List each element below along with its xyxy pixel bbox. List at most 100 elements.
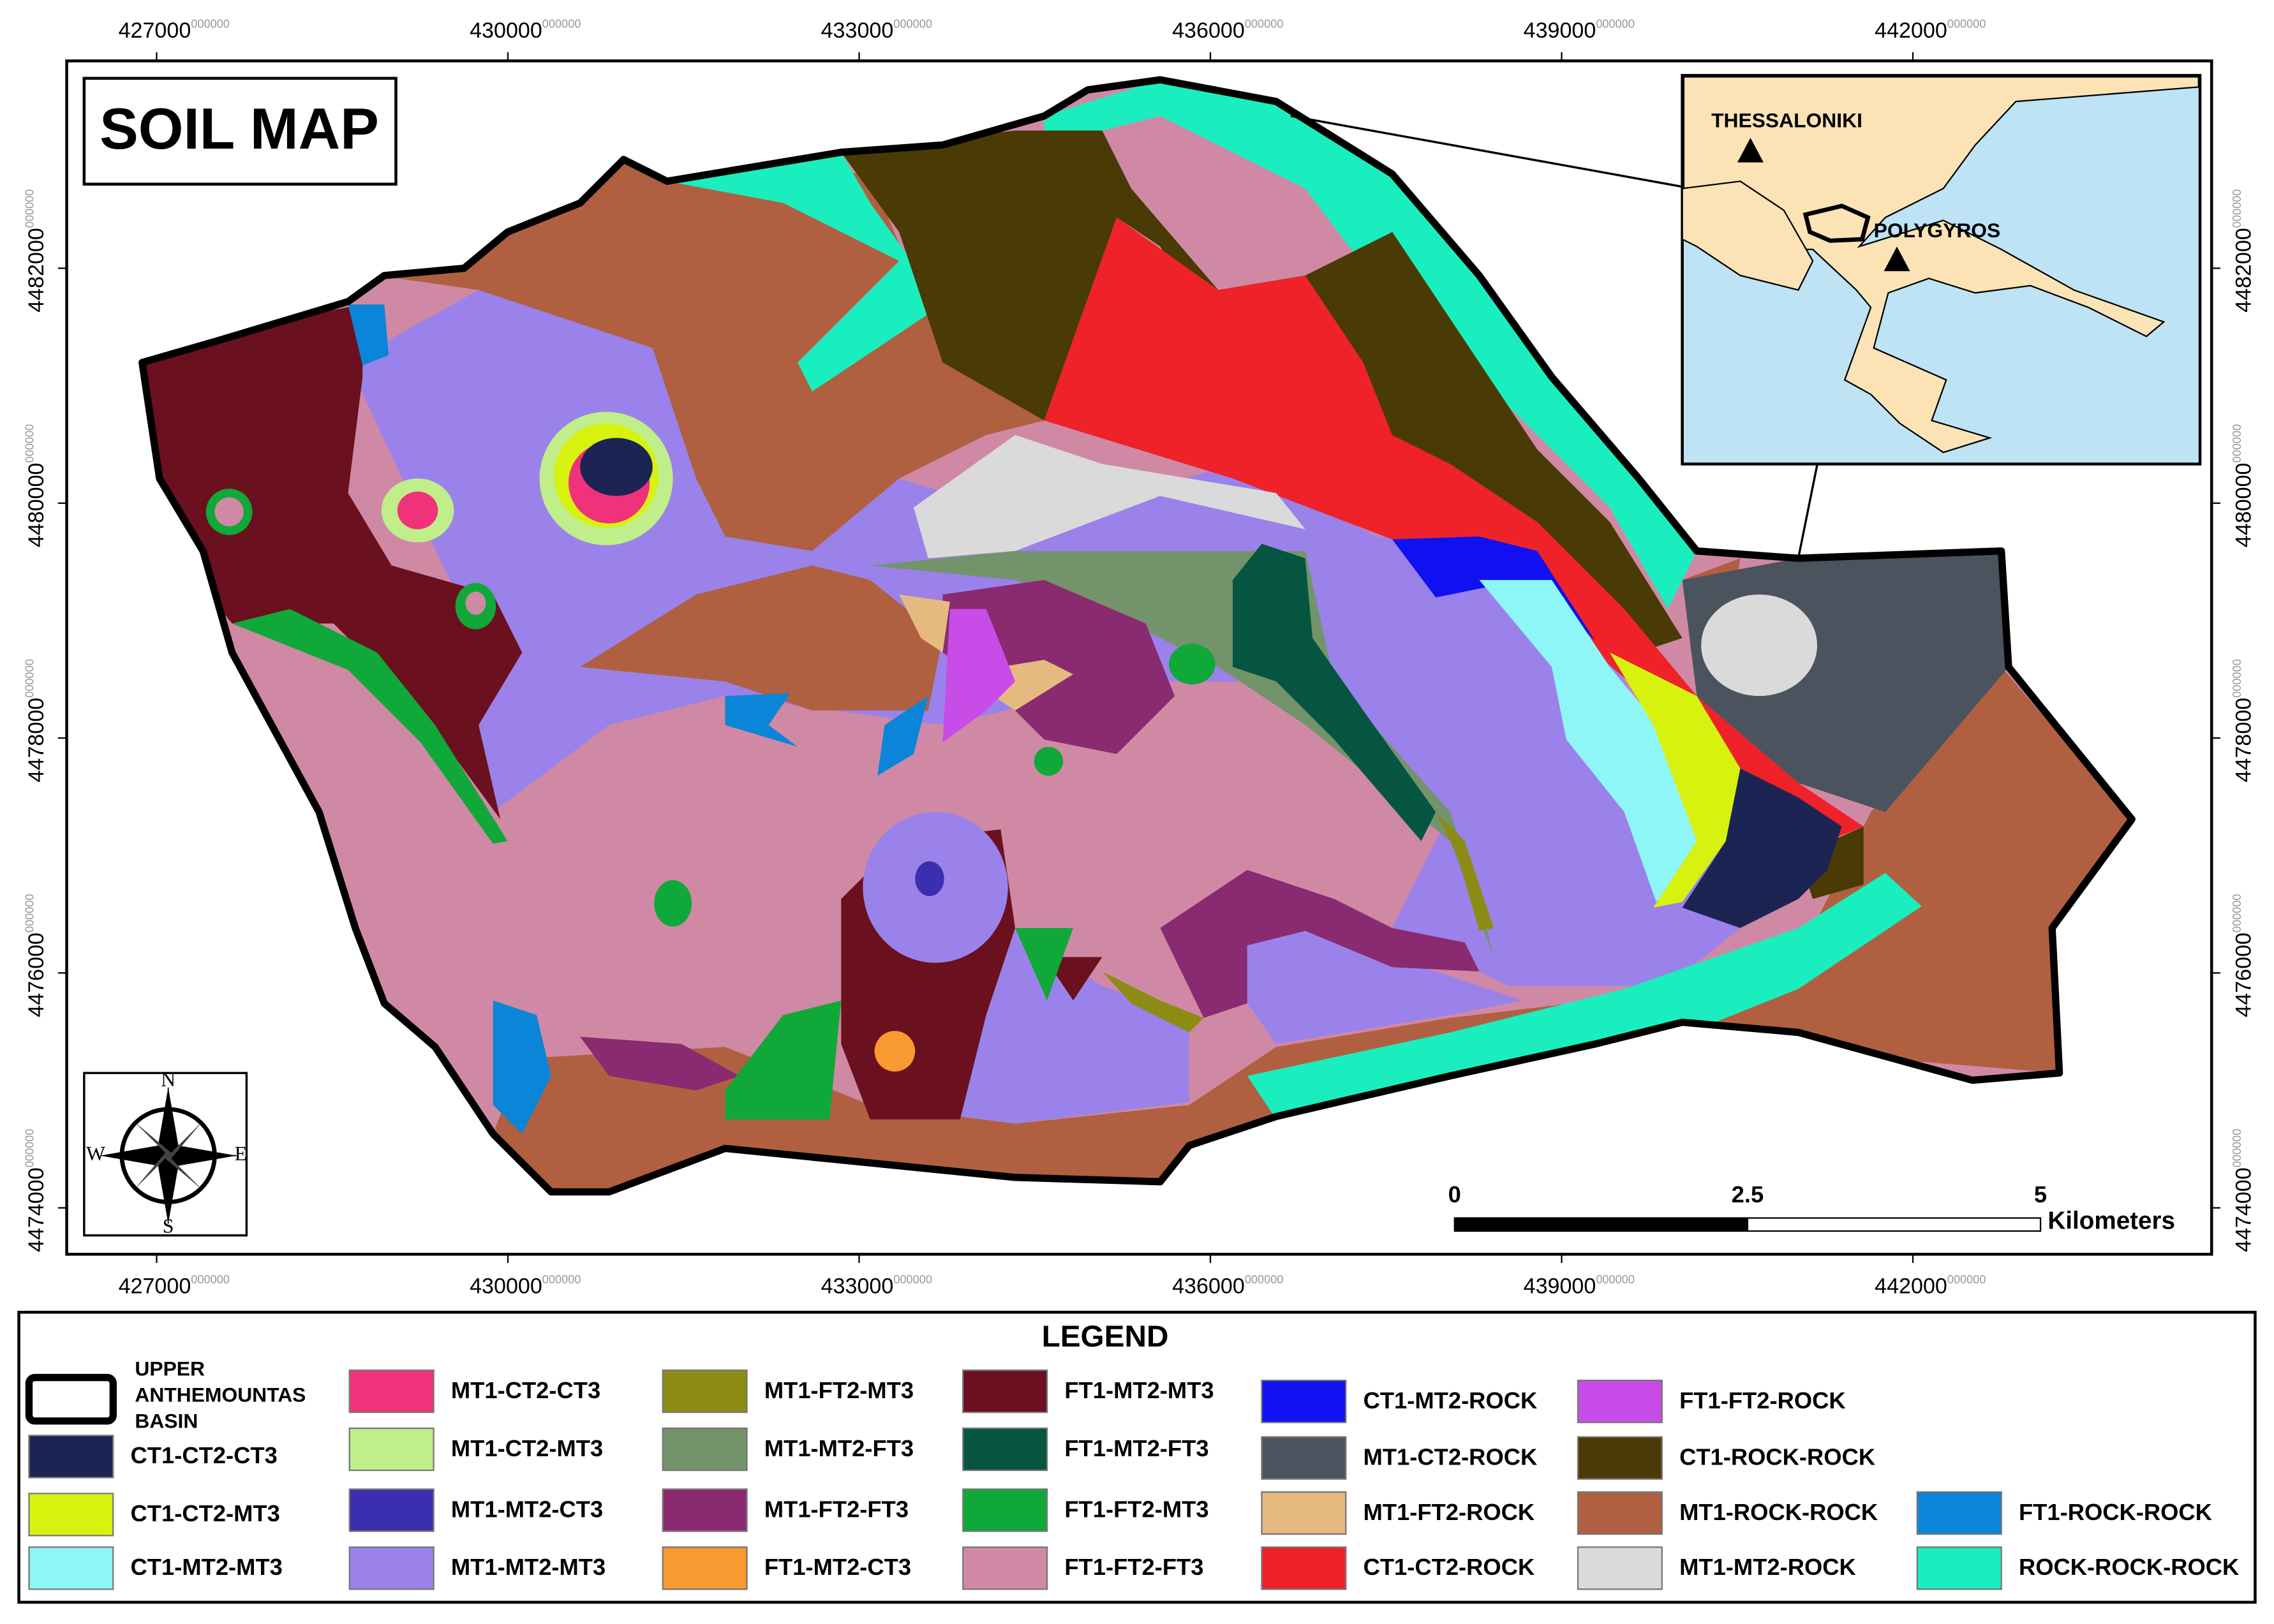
legend-label: CT1-MT2-MT3 bbox=[131, 1554, 283, 1580]
coordinate-main: 4474000 bbox=[24, 1167, 48, 1252]
coordinate-label: 442000000000 bbox=[1875, 17, 1986, 43]
coordinate-main: 427000 bbox=[119, 18, 191, 43]
coordinate-label: 442000000000 bbox=[1875, 1273, 1986, 1299]
legend-swatch bbox=[1261, 1491, 1347, 1535]
coordinate-decimal: 000000 bbox=[24, 189, 36, 228]
legend-label: ANTHEMOUNTAS bbox=[135, 1384, 306, 1406]
compass-star bbox=[167, 1087, 237, 1224]
legend-label: MT1-CT2-ROCK bbox=[1364, 1443, 1538, 1470]
legend-label: FT1-MT2-MT3 bbox=[1064, 1377, 1214, 1403]
legend-label: MT1-MT2-FT3 bbox=[764, 1435, 914, 1461]
legend-label: MT1-FT2-FT3 bbox=[764, 1496, 909, 1522]
coordinate-decimal: 000000 bbox=[24, 1129, 36, 1168]
coordinate-main: 436000 bbox=[1172, 18, 1245, 43]
soil-unit bbox=[1169, 644, 1215, 684]
scale-bar-segment bbox=[1746, 1217, 2042, 1232]
coordinate-label: 4482000000000 bbox=[24, 189, 49, 313]
legend-label: MT1-MT2-ROCK bbox=[1679, 1554, 1856, 1580]
coordinate-label: 433000000000 bbox=[821, 17, 932, 43]
legend-label: FT1-FT2-FT3 bbox=[1064, 1554, 1203, 1580]
soil-unit bbox=[1247, 873, 1922, 1119]
coordinate-decimal: 000000 bbox=[1245, 17, 1284, 30]
soil-unit bbox=[1034, 746, 1064, 776]
legend-label: MT1-FT2-MT3 bbox=[764, 1377, 914, 1403]
legend-swatch bbox=[348, 1427, 435, 1472]
coordinate-label: 4480000000000 bbox=[2231, 424, 2256, 547]
coordinate-main: 4476000 bbox=[24, 933, 48, 1017]
soil-unit bbox=[142, 304, 523, 820]
coordinate-label: 436000000000 bbox=[1172, 17, 1283, 43]
legend-label: CT1-CT2-CT3 bbox=[131, 1442, 278, 1468]
coordinate-decimal: 000000 bbox=[24, 659, 36, 698]
coordinate-decimal: 000000 bbox=[542, 1273, 581, 1286]
legend-swatch bbox=[1577, 1436, 1663, 1480]
compass-letter: E bbox=[235, 1142, 247, 1165]
soil-unit bbox=[1701, 594, 1818, 697]
coordinate-label: 4480000000000 bbox=[24, 424, 49, 547]
soil-unit bbox=[580, 1037, 740, 1091]
legend-swatch bbox=[962, 1488, 1048, 1532]
coordinate-main: 4480000 bbox=[2232, 463, 2256, 548]
coordinate-decimal: 000000 bbox=[2231, 424, 2243, 463]
inset-basin bbox=[1802, 203, 1871, 243]
legend-swatch bbox=[662, 1488, 748, 1532]
soil-unit bbox=[667, 152, 943, 392]
soil-unit bbox=[1479, 580, 1700, 902]
coordinate-decimal: 000000 bbox=[191, 1273, 230, 1286]
legend-swatch bbox=[1577, 1491, 1663, 1535]
soil-unit bbox=[1233, 543, 1436, 841]
coordinate-main: 433000 bbox=[821, 1274, 894, 1299]
coordinate-decimal: 000000 bbox=[1947, 17, 1986, 30]
soil-unit bbox=[1436, 812, 1494, 931]
legend-title: LEGEND bbox=[1042, 1320, 1169, 1354]
legend-swatch bbox=[662, 1369, 748, 1414]
soil-unit bbox=[376, 159, 1044, 551]
coordinate-decimal: 000000 bbox=[1947, 1273, 1986, 1286]
coordinate-decimal: 000000 bbox=[1596, 17, 1635, 30]
coordinate-label: 4476000000000 bbox=[24, 894, 49, 1017]
legend-swatch bbox=[1577, 1379, 1663, 1424]
soil-unit bbox=[1392, 536, 1596, 641]
coordinate-label: 4478000000000 bbox=[2231, 659, 2256, 782]
soil-unit bbox=[397, 491, 438, 529]
soil-unit bbox=[913, 434, 1305, 559]
legend-label: FT1-MT2-CT3 bbox=[764, 1554, 911, 1580]
legend-swatch bbox=[662, 1546, 748, 1590]
coordinate-main: 4476000 bbox=[2232, 933, 2256, 1017]
compass-letter: N bbox=[161, 1068, 175, 1091]
coordinate-main: 4480000 bbox=[24, 463, 48, 548]
coordinate-main: 4482000 bbox=[2232, 228, 2256, 313]
legend-label: MT1-CT2-CT3 bbox=[451, 1377, 600, 1403]
legend-swatch bbox=[1916, 1491, 2002, 1535]
legend-swatch bbox=[1261, 1436, 1347, 1480]
coordinate-decimal: 000000 bbox=[2231, 659, 2243, 698]
soil-unit bbox=[654, 880, 692, 927]
coordinate-main: 433000 bbox=[821, 18, 894, 43]
legend-label: CT1-ROCK-ROCK bbox=[1679, 1443, 1875, 1470]
soil-unit bbox=[1015, 927, 1073, 1001]
coordinate-main: 442000 bbox=[1875, 1274, 1947, 1299]
soil-unit bbox=[874, 1031, 916, 1072]
coordinate-label: 4474000000000 bbox=[24, 1129, 49, 1252]
legend-label: MT1-MT2-MT3 bbox=[451, 1554, 606, 1580]
coordinate-main: 4478000 bbox=[2232, 698, 2256, 783]
legend-swatch bbox=[662, 1427, 748, 1472]
soil-unit bbox=[348, 304, 389, 365]
coordinate-decimal: 000000 bbox=[2231, 894, 2243, 933]
soil-unit bbox=[1102, 971, 1204, 1033]
compass-letter: S bbox=[163, 1215, 174, 1237]
legend-label: MT1-MT2-CT3 bbox=[451, 1496, 603, 1522]
legend-label: MT1-ROCK-ROCK bbox=[1679, 1499, 1878, 1525]
soil-unit bbox=[915, 861, 944, 896]
scale-bar-label: 2.5 bbox=[1732, 1181, 1764, 1207]
soil-unit bbox=[1160, 869, 1480, 1018]
coordinate-label: 430000000000 bbox=[470, 17, 581, 43]
soil-unit bbox=[1609, 652, 1741, 908]
basin-outline bbox=[138, 76, 2136, 1196]
coordinate-decimal: 000000 bbox=[893, 17, 932, 30]
coordinate-label: 4476000000000 bbox=[2231, 894, 2256, 1017]
coordinate-main: 430000 bbox=[470, 1274, 542, 1299]
coordinate-decimal: 000000 bbox=[24, 894, 36, 933]
